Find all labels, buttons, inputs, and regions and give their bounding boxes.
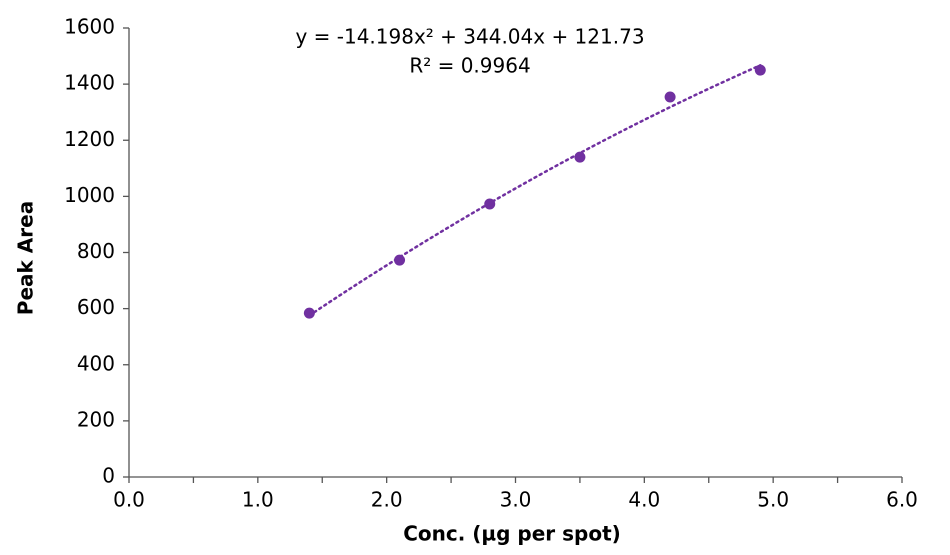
data-point: [574, 151, 586, 163]
y-tick-label: 200: [77, 407, 115, 431]
x-tick-label: 6.0: [886, 488, 918, 512]
y-tick-label: 0: [102, 464, 115, 488]
x-tick-label: 0.0: [113, 488, 145, 512]
x-tick-label: 4.0: [628, 488, 660, 512]
y-tick-label: 1400: [64, 71, 115, 95]
x-tick-label: 1.0: [242, 488, 274, 512]
x-tick-label: 3.0: [500, 488, 532, 512]
y-axis-title: Peak Area: [14, 201, 38, 315]
trendline: [308, 64, 762, 317]
data-point: [664, 91, 676, 103]
x-axis-title: Conc. (µg per spot): [403, 522, 621, 546]
x-tick-label: 5.0: [757, 488, 789, 512]
x-tick-label: 2.0: [371, 488, 403, 512]
data-point: [303, 307, 315, 319]
data-point: [394, 254, 406, 266]
y-tick-label: 400: [77, 351, 115, 375]
trendline-equation: y = -14.198x² + 344.04x + 121.73: [295, 25, 644, 49]
r-squared: R² = 0.9964: [409, 54, 530, 78]
y-tick-label: 800: [77, 239, 115, 263]
data-point: [484, 198, 496, 210]
y-tick-label: 1200: [64, 127, 115, 151]
y-tick-label: 1000: [64, 183, 115, 207]
y-tick-label: 1600: [64, 15, 115, 39]
data-point: [754, 64, 766, 76]
y-tick-label: 600: [77, 295, 115, 319]
